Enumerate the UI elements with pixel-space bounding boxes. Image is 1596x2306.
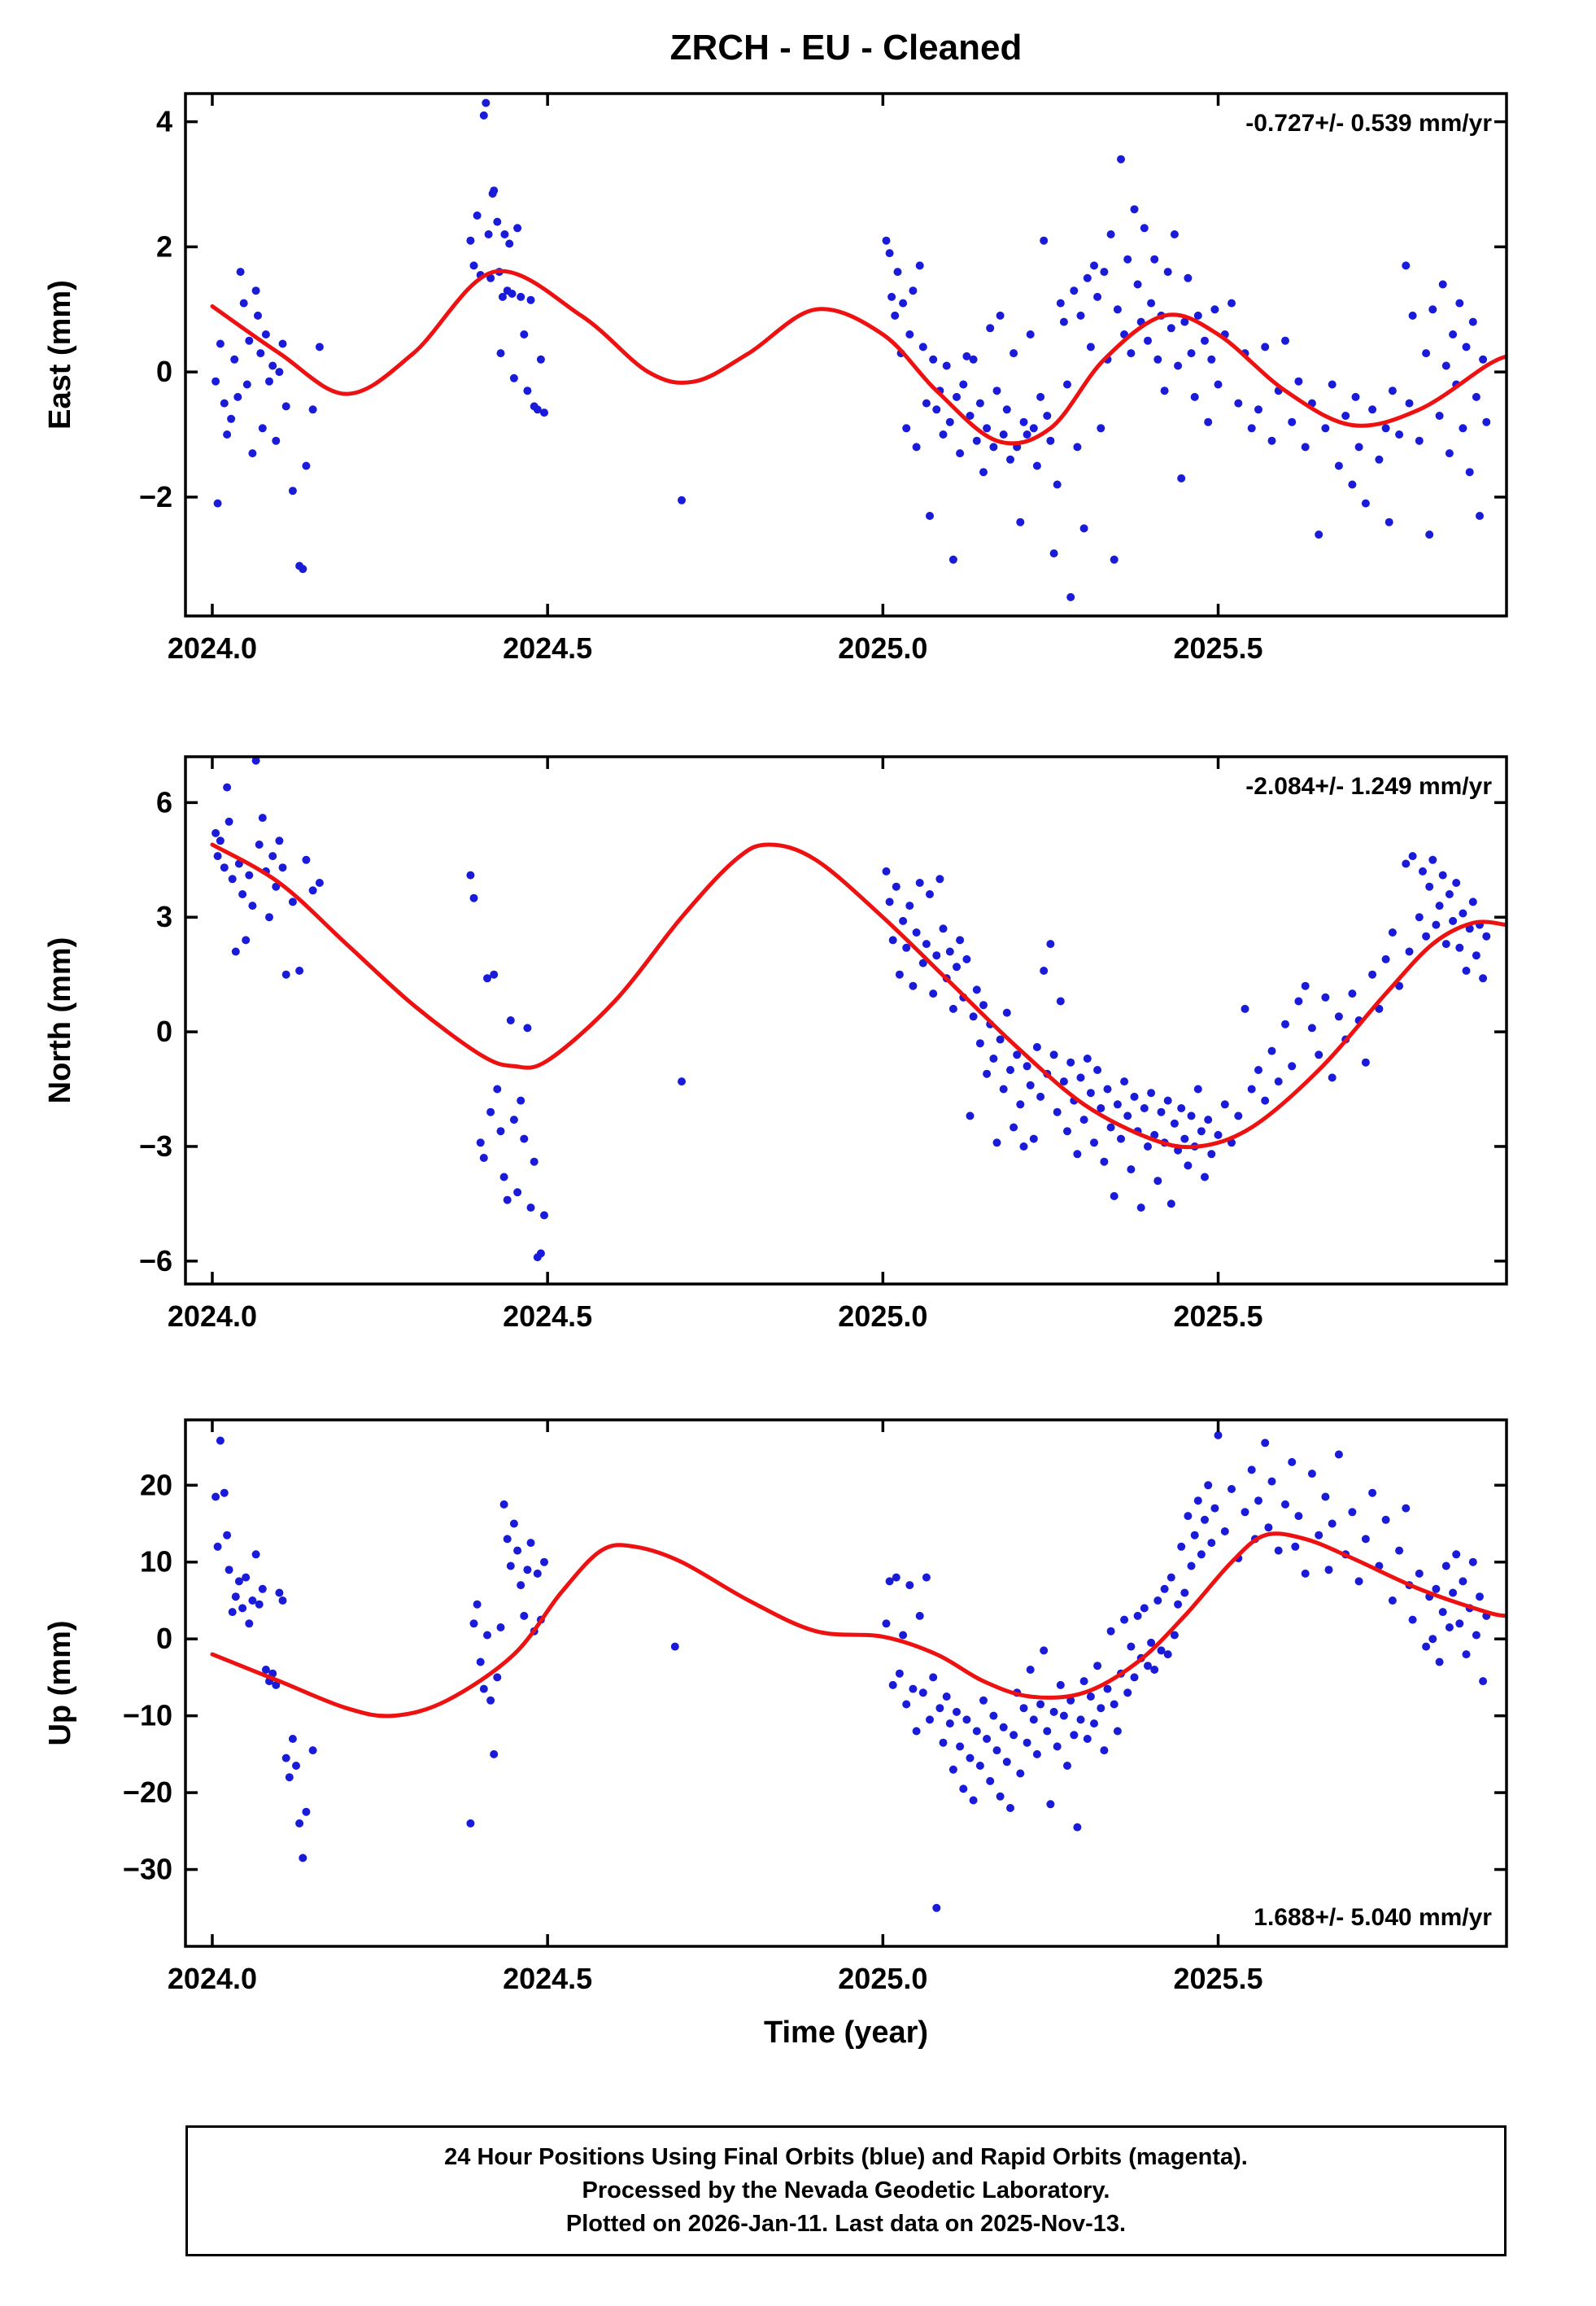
up-rate-annotation: 1.688+/- 5.040 mm/yr — [1254, 1904, 1492, 1931]
footer-line-1: 24 Hour Positions Using Final Orbits (bl… — [444, 2144, 1248, 2170]
east-ytick-label: −2 — [139, 480, 172, 513]
footer-line-3: Plotted on 2026-Jan-11. Last data on 202… — [565, 2211, 1127, 2237]
east-plot-frame — [184, 92, 1508, 618]
north-trend-line — [210, 842, 1507, 1150]
x-axis-label: Time (year) — [764, 2016, 928, 2050]
north-xtick-label: 2025.5 — [1173, 1299, 1262, 1333]
north-panel: 2024.0 2024.5 2025.0 2025.5 −6 −3 0 3 6 North (mm… — [43, 755, 1508, 1333]
page-title: ZRCH - EU - Cleaned — [669, 28, 1023, 68]
up-axis-label: Up (mm) — [43, 1620, 77, 1745]
east-trend-line — [210, 269, 1507, 446]
north-ytick-label: 6 — [156, 785, 172, 819]
north-ytick-label: −3 — [139, 1129, 172, 1163]
east-xtick-label: 2025.0 — [838, 631, 927, 665]
up-xtick-label: 2025.0 — [838, 1962, 927, 1995]
up-scatter-points — [211, 1430, 1491, 1912]
north-ytick-label: 3 — [156, 900, 172, 933]
up-ytick-label: 10 — [140, 1545, 172, 1579]
up-panel: 2024.0 2024.5 2025.0 2025.5 −30 −20 −10 0 10 20 Up… — [43, 1418, 1508, 2050]
up-ytick-label: −10 — [123, 1699, 172, 1732]
north-axis-label: North (mm) — [43, 937, 77, 1104]
north-rate-annotation: -2.084+/- 1.249 mm/yr — [1245, 773, 1492, 800]
up-ytick-label: 0 — [156, 1622, 172, 1655]
up-xtick-label: 2025.5 — [1173, 1962, 1262, 1995]
east-ytick-label: 2 — [156, 229, 172, 263]
footer-line-2: Processed by the Nevada Geodetic Laborat… — [582, 2177, 1110, 2203]
north-ytick-label: −6 — [139, 1244, 172, 1277]
up-xtick-label: 2024.5 — [503, 1962, 592, 1995]
north-xtick-label: 2024.0 — [168, 1299, 257, 1333]
east-ytick-label: 4 — [156, 105, 172, 138]
up-ytick-label: −20 — [123, 1775, 172, 1809]
up-plot-frame — [184, 1418, 1508, 1948]
east-panel: 2024.0 2024.5 2025.0 2025.5 −2 0 2 4 East (mm) -0… — [43, 92, 1508, 665]
east-xtick-label: 2024.5 — [503, 631, 592, 665]
east-xtick-label: 2025.5 — [1173, 631, 1262, 665]
north-xtick-label: 2024.5 — [503, 1299, 592, 1333]
north-ytick-label: 0 — [156, 1015, 172, 1048]
east-ytick-label: 0 — [156, 355, 172, 388]
north-scatter-points — [211, 757, 1491, 1262]
up-xtick-label: 2024.0 — [168, 1962, 257, 1995]
up-trend-line — [210, 1531, 1507, 1719]
north-plot-frame — [184, 755, 1508, 1286]
east-xtick-label: 2024.0 — [168, 631, 257, 665]
east-scatter-points — [211, 98, 1491, 601]
up-ytick-label: 20 — [140, 1468, 172, 1501]
north-xtick-label: 2025.0 — [838, 1299, 927, 1333]
east-rate-annotation: -0.727+/- 0.539 mm/yr — [1245, 110, 1492, 137]
up-ytick-label: −30 — [123, 1853, 172, 1886]
footer-box: 24 Hour Positions Using Final Orbits (bl… — [185, 2125, 1507, 2256]
east-axis-label: East (mm) — [43, 280, 77, 430]
